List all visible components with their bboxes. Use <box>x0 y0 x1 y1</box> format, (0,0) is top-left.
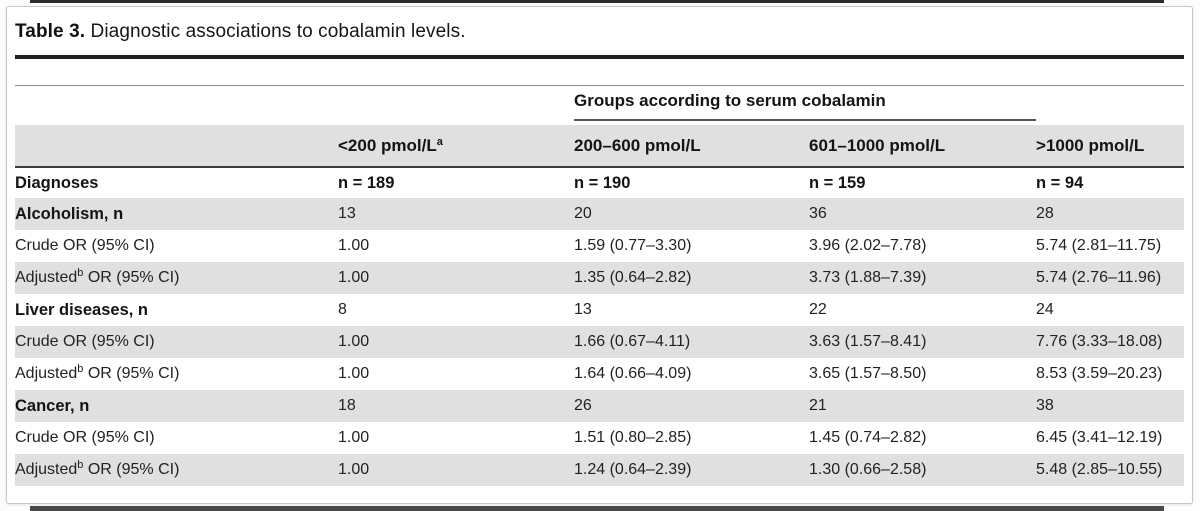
cell: 20 <box>574 198 809 230</box>
cobalamin-table: Groups according to serum cobalamin <200… <box>15 86 1184 486</box>
cell: 24 <box>1036 301 1054 318</box>
column-header-601-1000: 601–1000 pmol/L <box>809 125 1037 168</box>
page-top-rule <box>30 0 1164 3</box>
empty-cell <box>15 125 338 168</box>
cell: 1.66 (0.67–4.11) <box>574 326 809 358</box>
cell: 26 <box>574 390 809 422</box>
cell: 22 <box>809 301 827 318</box>
table-row-adjusted-or: Adjustedb OR (95% CI) 1.00 1.24 (0.64–2.… <box>15 454 1184 486</box>
column-header-200-600: 200–600 pmol/L <box>574 125 809 168</box>
row-label: Adjustedb OR (95% CI) <box>15 454 338 486</box>
cell: 7.76 (3.33–18.08) <box>1036 326 1184 358</box>
row-label: Crude OR (95% CI) <box>15 429 155 446</box>
group-header-row: Groups according to serum cobalamin <box>15 86 1184 125</box>
cell: 38 <box>1036 390 1184 422</box>
cell: 3.65 (1.57–8.50) <box>809 365 927 382</box>
cell: 36 <box>809 198 1037 230</box>
row-label: Liver diseases, n <box>15 300 148 319</box>
cell: 13 <box>574 301 592 318</box>
table-title: Table 3. Diagnostic associations to coba… <box>15 20 1184 43</box>
table-title-text: Diagnostic associations to cobalamin lev… <box>85 21 466 42</box>
cell: 18 <box>338 390 574 422</box>
cell: 3.73 (1.88–7.39) <box>809 262 1037 294</box>
title-divider-thick <box>15 55 1184 59</box>
cell: 1.51 (0.80–2.85) <box>574 429 692 446</box>
table-row-crude-or: Crude OR (95% CI) 1.00 1.51 (0.80–2.85) … <box>15 422 1184 454</box>
empty-cell <box>338 86 574 125</box>
cell: 1.00 <box>338 326 574 358</box>
row-label: Adjustedb OR (95% CI) <box>15 363 180 382</box>
cell: 8 <box>338 301 347 318</box>
row-label: Crude OR (95% CI) <box>15 237 155 254</box>
table-row-cancer: Cancer, n 18 26 21 38 <box>15 390 1184 422</box>
page-bottom-rule <box>30 506 1164 511</box>
n-count-cell: n = 189 <box>338 173 395 192</box>
table-row-alcoholism: Alcoholism, n 13 20 36 28 <box>15 198 1184 230</box>
empty-cell <box>1036 86 1184 125</box>
footnote-marker-a: a <box>436 135 443 148</box>
table-row-adjusted-or: Adjustedb OR (95% CI) 1.00 1.64 (0.66–4.… <box>15 358 1184 390</box>
footnote-marker-b: b <box>77 363 84 375</box>
cell: 21 <box>809 390 1037 422</box>
cell: 1.64 (0.66–4.09) <box>574 365 692 382</box>
empty-cell <box>15 86 338 125</box>
cell: 3.96 (2.02–7.78) <box>809 237 927 254</box>
row-label: Adjustedb OR (95% CI) <box>15 262 338 294</box>
diagnoses-row: Diagnoses n = 189 n = 190 n = 159 n = 94 <box>15 167 1184 198</box>
cell: 5.74 (2.76–11.96) <box>1036 262 1184 294</box>
cell: 28 <box>1036 198 1184 230</box>
table-card: Table 3. Diagnostic associations to coba… <box>6 6 1193 504</box>
cell: 1.35 (0.64–2.82) <box>574 262 809 294</box>
cell: 5.74 (2.81–11.75) <box>1036 237 1162 254</box>
cell: 3.63 (1.57–8.41) <box>809 326 1037 358</box>
table-row-adjusted-or: Adjustedb OR (95% CI) 1.00 1.35 (0.64–2.… <box>15 262 1184 294</box>
table-row-liver-diseases: Liver diseases, n 8 13 22 24 <box>15 294 1184 326</box>
cell: 8.53 (3.59–20.23) <box>1036 365 1163 382</box>
cell: 1.00 <box>338 429 370 446</box>
cell: 5.48 (2.85–10.55) <box>1036 454 1184 486</box>
group-header-cell: Groups according to serum cobalamin <box>574 86 1037 125</box>
cell: 1.00 <box>338 365 370 382</box>
n-count-cell: n = 190 <box>574 173 631 192</box>
n-count-cell: n = 94 <box>1036 173 1084 192</box>
cell: 1.45 (0.74–2.82) <box>809 429 927 446</box>
cell: 1.00 <box>338 237 370 254</box>
cell: 1.24 (0.64–2.39) <box>574 454 809 486</box>
table-row-crude-or: Crude OR (95% CI) 1.00 1.59 (0.77–3.30) … <box>15 230 1184 262</box>
cell: 13 <box>338 198 574 230</box>
table-number-label: Table 3. <box>15 21 86 42</box>
column-header-lt200: <200 pmol/La <box>338 125 574 168</box>
row-label: Crude OR (95% CI) <box>15 326 338 358</box>
n-count-cell: n = 159 <box>809 173 866 192</box>
row-label: Cancer, n <box>15 390 338 422</box>
cell: 1.00 <box>338 262 574 294</box>
cell: 1.00 <box>338 454 574 486</box>
table-row-crude-or: Crude OR (95% CI) 1.00 1.66 (0.67–4.11) … <box>15 326 1184 358</box>
cell: 1.59 (0.77–3.30) <box>574 237 692 254</box>
row-label: Diagnoses <box>15 173 99 192</box>
column-header-gt1000: >1000 pmol/L <box>1036 125 1184 168</box>
cell: 1.30 (0.66–2.58) <box>809 454 1037 486</box>
row-label: Alcoholism, n <box>15 198 338 230</box>
column-header-row: <200 pmol/La 200–600 pmol/L 601–1000 pmo… <box>15 125 1184 168</box>
title-divider-thin <box>15 85 1184 86</box>
group-header-label: Groups according to serum cobalamin <box>574 91 1037 121</box>
footnote-marker-b: b <box>77 267 84 279</box>
cell: 6.45 (3.41–12.19) <box>1036 429 1163 446</box>
footnote-marker-b: b <box>77 459 84 471</box>
